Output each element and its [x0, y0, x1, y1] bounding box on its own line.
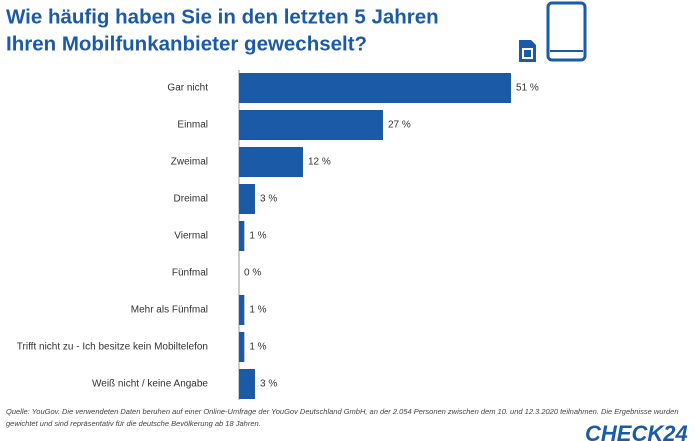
category-label: Viermal	[174, 231, 208, 242]
sim-icon	[519, 40, 536, 62]
value-label: 1 %	[249, 231, 266, 242]
bar	[239, 184, 255, 214]
bar	[239, 369, 255, 399]
bar	[239, 221, 245, 251]
value-label: 1 %	[249, 305, 266, 316]
bar	[239, 332, 245, 362]
bar	[239, 147, 303, 177]
bar	[239, 295, 245, 325]
value-label: 3 %	[260, 194, 277, 205]
bar	[239, 110, 383, 140]
category-label: Weiß nicht / keine Angabe	[92, 379, 208, 390]
category-label: Trifft nicht zu - Ich besitze kein Mobil…	[17, 342, 208, 353]
category-label: Gar nicht	[167, 83, 208, 94]
value-label: 0 %	[244, 268, 261, 279]
chart-title: Wie häufig haben Sie in den letzten 5 Ja…	[6, 5, 439, 28]
value-label: 3 %	[260, 379, 277, 390]
category-label: Fünfmal	[172, 268, 208, 279]
chart-title: Ihren Mobilfunkanbieter gewechselt?	[6, 32, 367, 55]
bar	[239, 73, 511, 103]
value-label: 12 %	[308, 157, 331, 168]
value-label: 1 %	[249, 342, 266, 353]
category-label: Einmal	[177, 120, 208, 131]
category-label: Mehr als Fünfmal	[131, 305, 208, 316]
source-note: Quelle: YouGov. Die verwendeten Daten be…	[6, 407, 679, 416]
category-label: Dreimal	[174, 194, 208, 205]
value-label: 51 %	[516, 83, 539, 94]
value-label: 27 %	[388, 120, 411, 131]
phone-icon	[546, 1, 587, 62]
logo: CHECK24	[585, 421, 688, 441]
source-note: gewichtet und sind repräsentativ für die…	[6, 419, 261, 428]
category-label: Zweimal	[171, 157, 208, 168]
